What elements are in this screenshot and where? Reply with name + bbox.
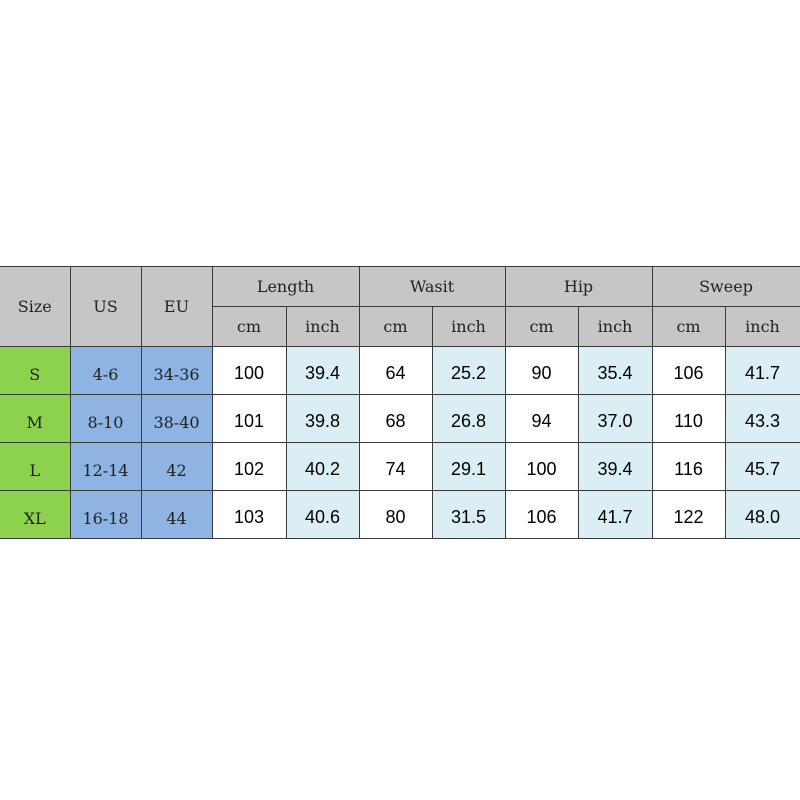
cm-cell: 106 bbox=[651, 346, 726, 395]
unit-header-inch: inch bbox=[285, 306, 360, 347]
inch-cell: 48.0 bbox=[724, 490, 800, 539]
sweep-header: Sweep bbox=[651, 266, 800, 307]
inch-cell: 31.5 bbox=[431, 490, 506, 539]
eu-size-cell: 44 bbox=[140, 490, 213, 539]
eu-size-cell: 34-36 bbox=[140, 346, 213, 395]
inch-cell: 39.4 bbox=[285, 346, 360, 395]
table-row: XL 16-18 44 103 40.6 80 31.5 106 41.7 122 48.0 bbox=[0, 490, 800, 539]
cm-cell: 74 bbox=[358, 442, 433, 491]
inch-cell: 39.8 bbox=[285, 394, 360, 443]
unit-header-cm: cm bbox=[504, 306, 579, 347]
size-cell: M bbox=[0, 394, 71, 443]
size-cell: XL bbox=[0, 490, 71, 539]
cm-cell: 122 bbox=[651, 490, 726, 539]
unit-header-inch: inch bbox=[431, 306, 506, 347]
hip-header: Hip bbox=[504, 266, 653, 307]
cm-cell: 103 bbox=[211, 490, 287, 539]
cm-cell: 100 bbox=[211, 346, 287, 395]
cm-cell: 80 bbox=[358, 490, 433, 539]
inch-cell: 41.7 bbox=[724, 346, 800, 395]
us-size-cell: 16-18 bbox=[69, 490, 142, 539]
us-header: US bbox=[69, 266, 142, 347]
eu-size-cell: 42 bbox=[140, 442, 213, 491]
size-header: Size bbox=[0, 266, 71, 347]
unit-row: cm inch cm inch cm inch cm inch bbox=[0, 306, 800, 347]
table-row: M 8-10 38-40 101 39.8 68 26.8 94 37.0 110 43.3 bbox=[0, 394, 800, 443]
size-chart-table: Size US EU Length Wasit Hip Sweep cm inch… bbox=[0, 266, 800, 539]
inch-cell: 37.0 bbox=[577, 394, 653, 443]
cm-cell: 110 bbox=[651, 394, 726, 443]
inch-cell: 39.4 bbox=[577, 442, 653, 491]
cm-cell: 102 bbox=[211, 442, 287, 491]
table-row: S 4-6 34-36 100 39.4 64 25.2 90 35.4 106 41.7 bbox=[0, 346, 800, 395]
inch-cell: 43.3 bbox=[724, 394, 800, 443]
inch-cell: 41.7 bbox=[577, 490, 653, 539]
length-header: Length bbox=[211, 266, 360, 307]
us-size-cell: 4-6 bbox=[69, 346, 142, 395]
cm-cell: 100 bbox=[504, 442, 579, 491]
inch-cell: 25.2 bbox=[431, 346, 506, 395]
eu-size-cell: 38-40 bbox=[140, 394, 213, 443]
cm-cell: 116 bbox=[651, 442, 726, 491]
table-row: L 12-14 42 102 40.2 74 29.1 100 39.4 116 45.7 bbox=[0, 442, 800, 491]
unit-header-inch: inch bbox=[724, 306, 800, 347]
header-row: Size US EU Length Wasit Hip Sweep bbox=[0, 266, 800, 347]
unit-header-cm: cm bbox=[211, 306, 287, 347]
inch-cell: 26.8 bbox=[431, 394, 506, 443]
inch-cell: 40.6 bbox=[285, 490, 360, 539]
size-cell: S bbox=[0, 346, 71, 395]
us-size-cell: 8-10 bbox=[69, 394, 142, 443]
inch-cell: 40.2 bbox=[285, 442, 360, 491]
cm-cell: 106 bbox=[504, 490, 579, 539]
cm-cell: 68 bbox=[358, 394, 433, 443]
unit-header-cm: cm bbox=[651, 306, 726, 347]
cm-cell: 94 bbox=[504, 394, 579, 443]
cm-cell: 64 bbox=[358, 346, 433, 395]
cm-cell: 101 bbox=[211, 394, 287, 443]
inch-cell: 45.7 bbox=[724, 442, 800, 491]
eu-header: EU bbox=[140, 266, 213, 347]
cm-cell: 90 bbox=[504, 346, 579, 395]
us-size-cell: 12-14 bbox=[69, 442, 142, 491]
unit-header-cm: cm bbox=[358, 306, 433, 347]
unit-header-inch: inch bbox=[577, 306, 653, 347]
inch-cell: 35.4 bbox=[577, 346, 653, 395]
size-cell: L bbox=[0, 442, 71, 491]
inch-cell: 29.1 bbox=[431, 442, 506, 491]
waist-header: Wasit bbox=[358, 266, 506, 307]
